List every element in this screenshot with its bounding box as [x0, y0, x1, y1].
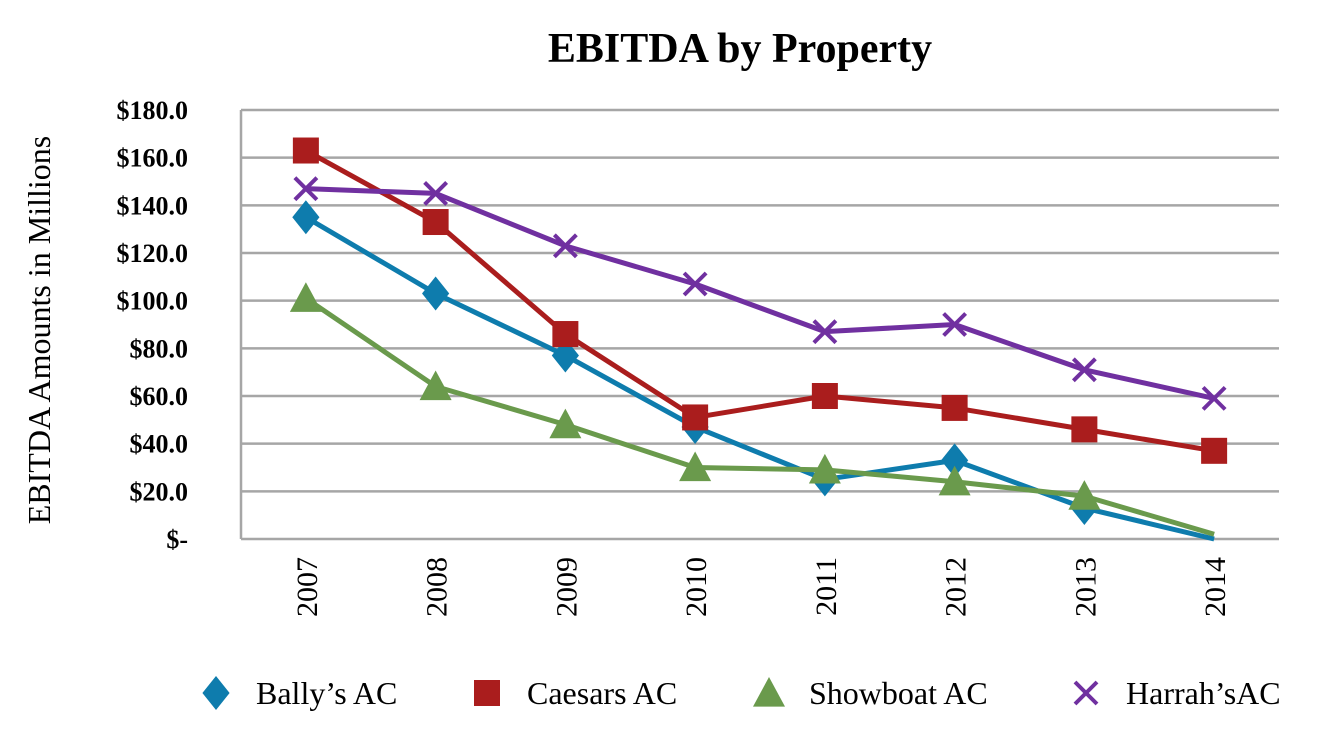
y-tick-label: $100.0 [117, 287, 189, 316]
legend-item: Caesars AC [474, 675, 677, 711]
marker-square [552, 321, 579, 348]
chart-title: EBITDA by Property [548, 26, 932, 72]
marker-x [682, 271, 708, 297]
x-tick-label: 2014 [1199, 557, 1232, 617]
marker-diamond [941, 443, 969, 478]
legend-label: Caesars AC [527, 675, 677, 711]
marker-triangle [549, 408, 582, 439]
y-tick-label: $40.0 [130, 430, 189, 459]
series-2 [289, 282, 1215, 537]
y-axis-label: EBITDA Amounts in Millions [21, 136, 57, 524]
marker-x-stroke [293, 176, 319, 202]
marker-square [811, 383, 838, 409]
series-0 [292, 200, 1215, 542]
series-line [304, 296, 1215, 537]
y-tick-label: $160.0 [117, 144, 189, 173]
marker-x [423, 181, 449, 206]
marker-square [422, 209, 449, 236]
marker-x [1071, 357, 1097, 383]
gridlines [241, 108, 1279, 493]
legend-label: Bally’s AC [256, 675, 397, 711]
series-3 [293, 176, 1227, 411]
marker-x [1073, 680, 1099, 706]
marker-triangle [289, 282, 322, 312]
marker-square [941, 394, 968, 421]
y-tick-labels: $- $20.0 $40.0 $60.0 $80.0 $100.0 $120.0 $140.0… [117, 96, 189, 554]
marker-diamond [292, 200, 320, 235]
marker-x-stroke [1071, 357, 1097, 383]
marker-square [292, 137, 319, 164]
marker-x-stroke [682, 271, 708, 297]
axes [239, 110, 1279, 541]
series-1 [292, 137, 1228, 464]
y-tick-label: $80.0 [130, 334, 189, 363]
series-line [304, 215, 1215, 542]
x-tick-label: 2013 [1069, 557, 1102, 617]
marker-triangle [808, 453, 841, 484]
marker-x-stroke [1073, 680, 1099, 706]
marker-triangle [1068, 480, 1101, 510]
x-tick-label: 2009 [550, 557, 583, 617]
marker-x [293, 176, 319, 202]
marker-x [812, 319, 838, 345]
x-tick-label: 2010 [680, 557, 713, 617]
marker-x [942, 312, 968, 337]
marker-x [552, 233, 578, 259]
x-tick-label: 2011 [810, 557, 843, 616]
marker-diamond [202, 676, 230, 710]
x-tick-label: 2007 [291, 557, 324, 617]
y-tick-label: $60.0 [130, 382, 189, 411]
legend-item: Showboat AC [753, 675, 988, 711]
marker-x-stroke [423, 181, 449, 206]
y-tick-label: $120.0 [117, 239, 189, 268]
series-line [304, 148, 1215, 454]
legend-item: Harrah’sAC [1073, 675, 1281, 711]
marker-triangle [679, 451, 712, 482]
x-tick-labels: 2007 2008 2009 2010 2011 2012 2013 2014 [291, 557, 1232, 617]
marker-x-stroke [942, 312, 968, 337]
legend-label: Showboat AC [809, 675, 988, 711]
marker-triangle [938, 465, 971, 496]
x-tick-label: 2012 [940, 557, 973, 617]
marker-x-stroke [552, 233, 578, 259]
marker-triangle [419, 370, 452, 401]
marker-diamond [422, 276, 450, 311]
series-group [289, 137, 1228, 542]
marker-square [1071, 416, 1098, 443]
series-line [305, 186, 1215, 401]
marker-x [1201, 385, 1227, 411]
y-tick-label: $180.0 [117, 96, 189, 125]
legend-label: Harrah’sAC [1126, 675, 1281, 711]
y-tick-label: $20.0 [130, 477, 189, 506]
marker-x-stroke [1201, 385, 1227, 411]
x-tick-label: 2008 [421, 557, 454, 617]
y-tick-label: $140.0 [117, 191, 189, 220]
marker-x-stroke [812, 319, 838, 345]
legend-item: Bally’s AC [202, 675, 397, 711]
legend: Bally’s AC Caesars AC Showboat AC Harrah’sA… [202, 675, 1281, 711]
y-tick-label: $- [166, 525, 188, 554]
marker-triangle [753, 677, 785, 707]
marker-square [1201, 437, 1228, 464]
marker-square [474, 680, 500, 706]
marker-square [682, 404, 709, 431]
